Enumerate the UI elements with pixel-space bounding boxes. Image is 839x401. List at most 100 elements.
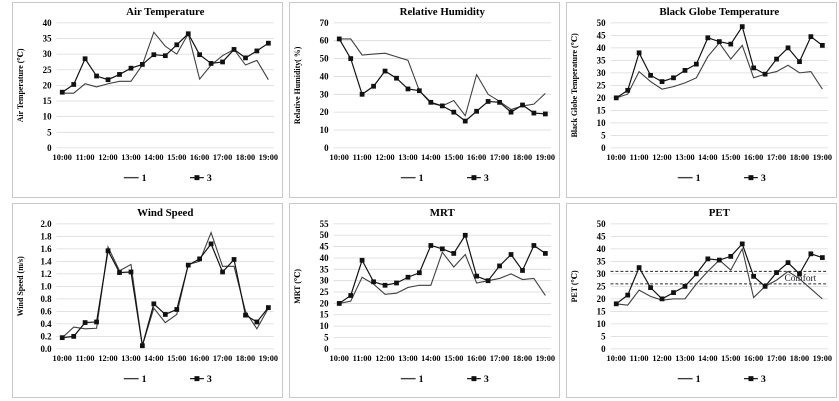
data-point-marker: [117, 72, 122, 77]
data-point-marker: [693, 61, 699, 67]
data-point-marker: [394, 280, 399, 285]
y-tick-label: 10: [320, 125, 329, 135]
legend-series1-label: 1: [419, 173, 424, 184]
data-point-marker: [819, 254, 825, 260]
y-tick-label: 1.8: [40, 231, 52, 241]
data-point-marker: [808, 250, 814, 256]
data-point-marker: [162, 311, 168, 317]
x-tick-label: 17:00: [213, 153, 232, 162]
x-tick-label: 19:00: [259, 153, 278, 162]
data-point-marker: [785, 45, 791, 51]
data-point-marker: [359, 91, 365, 97]
x-tick-label: 13:00: [121, 153, 140, 162]
x-tick-label: 14:00: [421, 153, 440, 162]
data-point-marker: [405, 86, 411, 92]
comfort-label: Comfort: [784, 272, 816, 283]
data-point-marker: [797, 270, 802, 276]
x-tick-label: 16:00: [467, 153, 486, 162]
data-point-marker: [520, 102, 525, 108]
series-3-markers: [613, 24, 825, 101]
data-point-marker: [197, 52, 202, 58]
y-tick-label: 40: [597, 243, 606, 253]
data-point-marker: [243, 55, 248, 61]
data-point-marker: [728, 41, 734, 47]
legend-series1-label: 1: [419, 374, 424, 385]
x-tick-label: 19:00: [536, 353, 555, 362]
data-point-marker: [82, 319, 88, 325]
x-tick-label: 17:00: [490, 153, 509, 162]
data-point-marker: [682, 67, 688, 73]
data-point-marker: [693, 270, 699, 276]
x-tick-label: 11:00: [630, 153, 649, 162]
data-point-marker: [220, 59, 225, 65]
data-point-marker: [648, 72, 653, 78]
data-point-marker: [71, 82, 77, 87]
data-point-marker: [636, 264, 642, 270]
y-tick-label: 25: [597, 80, 606, 90]
data-point-marker: [243, 312, 248, 318]
y-axis-label: Black Globe Temperature (℃): [570, 33, 579, 138]
x-tick-label: 10:00: [53, 353, 72, 362]
data-point-marker: [265, 40, 271, 46]
y-tick-label: 0.2: [40, 331, 52, 341]
data-point-marker: [474, 273, 479, 279]
wind-speed-chart: 0.0 0.2 0.4 0.6 0.8 1.0 1.2 1.4 1.6 1.8 2.0 Wind Sp…: [16, 206, 278, 384]
x-tick-label: 18:00: [790, 153, 809, 162]
y-axis-gridlines: 0 10 20 30 40 50 60 70: [320, 18, 552, 153]
y-tick-label: 30: [320, 275, 329, 285]
y-tick-label: 40: [320, 252, 329, 262]
y-tick-label: 10: [43, 112, 52, 122]
x-tick-label: 13:00: [398, 353, 417, 362]
y-axis-label: Air Temperature (℃): [16, 48, 25, 122]
y-tick-label: 25: [597, 281, 606, 291]
y-tick-label: 25: [320, 286, 329, 296]
data-point-marker: [739, 241, 745, 246]
data-point-marker: [508, 251, 514, 257]
x-tick-label: 11:00: [76, 353, 95, 362]
x-tick-label: 12:00: [375, 353, 394, 362]
y-tick-label: 0: [601, 343, 606, 353]
data-point-marker: [105, 247, 111, 253]
legend-series3-marker: [471, 175, 477, 181]
x-axis-labels: 10:00 11:00 12:00 13:00 14:00 15:00 16:00 17:00…: [53, 153, 278, 162]
data-point-marker: [659, 79, 665, 84]
x-tick-label: 17:00: [213, 353, 232, 362]
y-tick-label: 0.0: [40, 343, 52, 353]
data-point-marker: [371, 278, 376, 284]
legend-series3-marker: [471, 375, 477, 381]
x-tick-label: 15:00: [721, 353, 740, 362]
data-point-marker: [705, 35, 711, 41]
x-tick-label: 17:00: [767, 353, 786, 362]
y-tick-label: 50: [597, 218, 606, 228]
data-point-marker: [348, 292, 354, 298]
x-tick-label: 14:00: [698, 153, 717, 162]
y-tick-label: 0: [324, 143, 329, 153]
data-point-marker: [774, 56, 779, 62]
series-3-markers: [59, 241, 271, 348]
y-axis-label: MRT (℃): [293, 268, 302, 303]
data-point-marker: [774, 269, 779, 275]
data-point-marker: [59, 334, 65, 340]
x-tick-label: 18:00: [790, 353, 809, 362]
chart-title: MRT: [430, 206, 456, 218]
y-tick-label: 35: [320, 264, 329, 274]
data-point-marker: [185, 262, 191, 268]
x-tick-label: 19:00: [536, 153, 555, 162]
x-tick-label: 18:00: [236, 353, 255, 362]
data-point-marker: [208, 241, 214, 246]
data-point-marker: [405, 274, 411, 280]
relative-humidity-chart: 0 10 20 30 40 50 60 70 Relative Humidity Relative…: [293, 6, 555, 184]
y-tick-label: 10: [320, 321, 329, 331]
x-tick-label: 13:00: [121, 353, 140, 362]
x-tick-label: 10:00: [607, 153, 626, 162]
x-tick-label: 15:00: [444, 153, 463, 162]
data-point-marker: [705, 255, 711, 261]
y-tick-label: 15: [320, 309, 329, 319]
data-point-marker: [485, 99, 491, 104]
data-point-marker: [185, 31, 191, 37]
data-point-marker: [739, 24, 745, 29]
data-point-marker: [428, 242, 434, 248]
y-axis-gridlines: 0 5 10 15 20 25 30 35 40 45 50: [597, 18, 829, 153]
